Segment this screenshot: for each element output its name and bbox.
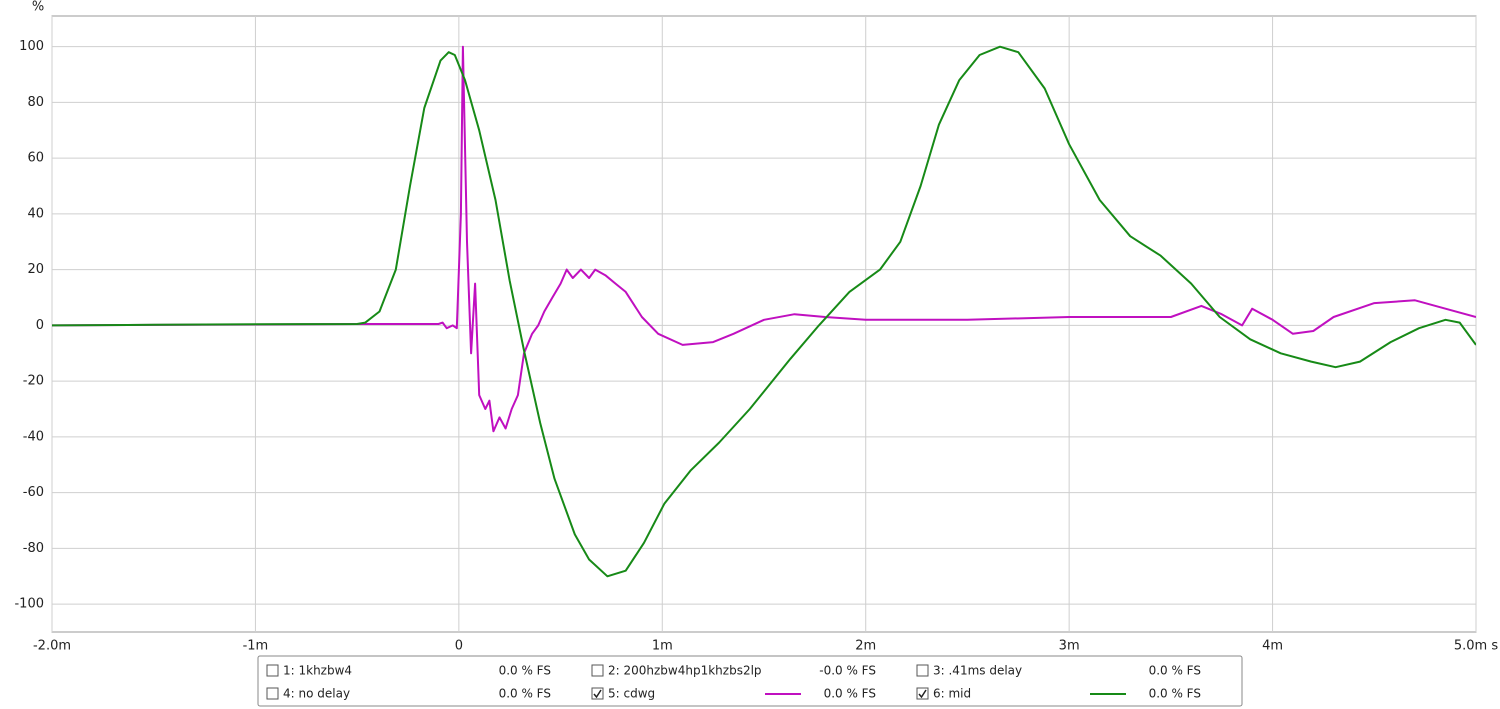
legend-checkbox <box>591 664 604 677</box>
x-tick-label: 1m <box>652 639 673 654</box>
x-tick-label: 4m <box>1262 639 1283 654</box>
x-tick-label: -1m <box>243 639 269 654</box>
legend-checkbox <box>916 687 929 700</box>
legend-checkmark <box>593 689 602 699</box>
x-tick-label: 5.0m s <box>1454 639 1498 654</box>
y-tick-label: 60 <box>27 151 44 166</box>
y-axis-label: % <box>32 0 44 15</box>
x-tick-label: 0 <box>455 639 463 654</box>
x-tick-label: 3m <box>1059 639 1080 654</box>
legend-readout: 0.0 % FS <box>824 687 876 701</box>
y-tick-label: 20 <box>27 262 44 277</box>
legend-label: 3: .41ms delay <box>933 664 1022 678</box>
y-tick-label: 100 <box>19 39 44 54</box>
legend-checkmark <box>918 689 927 699</box>
series-line <box>52 45 1476 433</box>
legend-readout: 0.0 % FS <box>499 664 551 678</box>
legend-box <box>257 655 1243 707</box>
y-tick-label: -80 <box>23 541 44 556</box>
series-line <box>52 45 1476 578</box>
legend-label: 5: cdwg <box>608 687 655 701</box>
y-tick-label: 40 <box>27 206 44 221</box>
legend-checkbox <box>591 687 604 700</box>
y-tick-label: -60 <box>23 485 44 500</box>
legend-readout: 0.0 % FS <box>1149 687 1201 701</box>
legend-label: 2: 200hzbw4hp1khzbs2lp <box>608 664 762 678</box>
legend-checkbox <box>266 664 279 677</box>
x-tick-label: -2.0m <box>33 639 71 654</box>
legend-label: 6: mid <box>933 687 971 701</box>
legend-checkbox <box>916 664 929 677</box>
y-tick-label: -20 <box>23 374 44 389</box>
legend: 1: 1khzbw4 0.0 % FS 2: 200hzbw4hp1khzbs2lp… <box>266 664 1201 701</box>
legend-readout: 0.0 % FS <box>1149 664 1201 678</box>
y-tick-label: 80 <box>27 95 44 110</box>
legend-label: 1: 1khzbw4 <box>283 664 352 678</box>
y-tick-label: -100 <box>14 597 44 612</box>
y-tick-label: 0 <box>36 318 44 333</box>
x-tick-label: 2m <box>855 639 876 654</box>
legend-readout: -0.0 % FS <box>819 664 876 678</box>
legend-readout: 0.0 % FS <box>499 687 551 701</box>
y-tick-label: -40 <box>23 429 44 444</box>
legend-label: 4: no delay <box>283 687 350 701</box>
legend-checkbox <box>266 687 279 700</box>
